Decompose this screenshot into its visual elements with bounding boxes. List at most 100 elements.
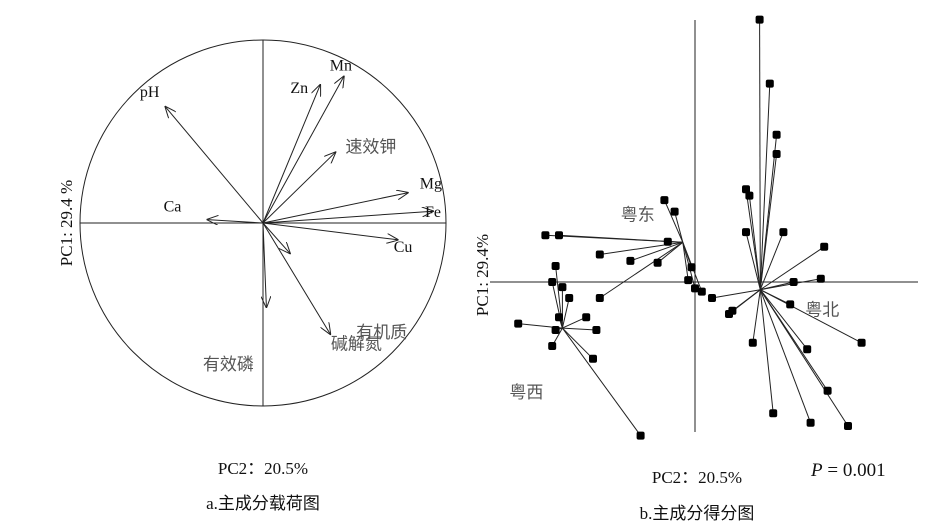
loading-label-mg: Mg [420, 176, 442, 193]
score-point-1-21 [728, 306, 737, 315]
spoke-1-3 [759, 153, 778, 290]
spoke-1-0 [759, 19, 761, 290]
group-label-0: 粤东 [621, 205, 655, 225]
score-point-2-8 [548, 342, 557, 350]
score-point-1-20 [748, 338, 757, 347]
score-point-0-7 [687, 263, 696, 272]
loading-arrow-item-10 [262, 222, 290, 253]
score-point-1-7 [779, 228, 788, 237]
score-point-2-9 [589, 354, 597, 363]
loading-arrow-zn [262, 85, 320, 224]
scores-caption: b.主成分得分图 [640, 504, 755, 523]
spoke-0-4 [674, 211, 684, 243]
score-point-1-13 [803, 345, 812, 354]
score-point-0-11 [626, 256, 635, 265]
loadings-caption: a.主成分载荷图 [206, 494, 320, 513]
spoke-1-7 [759, 231, 784, 290]
score-point-0-0 [541, 231, 550, 240]
spoke-0-11 [630, 241, 683, 262]
score-point-1-5 [745, 191, 754, 200]
score-point-1-11 [786, 300, 795, 309]
p-value-number: = 0.001 [823, 460, 886, 481]
score-point-0-1 [555, 231, 563, 240]
score-point-1-16 [806, 418, 815, 427]
score-point-1-0 [755, 15, 764, 24]
loading-label-item-9: 有机质 [356, 323, 407, 343]
spoke-2-10 [561, 327, 642, 436]
loading-label-ph: pH [140, 84, 160, 101]
loading-arrow-ph [165, 107, 264, 224]
group-label-2: 粤西 [509, 383, 543, 403]
loading-arrow-item-9 [262, 222, 330, 334]
score-point-1-12 [857, 338, 866, 347]
score-point-2-10 [636, 431, 645, 440]
spoke-1-12 [760, 289, 862, 344]
score-point-1-15 [769, 409, 778, 418]
spoke-1-1 [759, 83, 771, 290]
spoke-1-13 [759, 289, 808, 350]
score-point-0-2 [595, 250, 604, 259]
loading-label-ca: Ca [164, 199, 182, 216]
score-point-1-14 [823, 386, 832, 395]
spoke-2-9 [562, 327, 594, 360]
score-point-1-3 [772, 150, 781, 158]
loading-arrow-fe [262, 211, 433, 224]
group-label-1: 粤北 [805, 301, 839, 321]
loading-arrow-item-3 [262, 152, 335, 224]
loading-arrow-item-8 [263, 222, 266, 307]
loading-label-mn: Mn [330, 58, 352, 75]
score-point-1-8 [820, 242, 829, 251]
score-point-2-0 [551, 262, 560, 270]
score-point-0-5 [663, 237, 672, 246]
spoke-1-5 [748, 195, 761, 290]
spoke-1-10 [760, 281, 794, 291]
p-value-annotation: P = 0.001 [810, 460, 886, 481]
score-point-2-6 [551, 326, 560, 334]
score-point-2-7 [592, 326, 601, 334]
spoke-1-18 [711, 289, 761, 299]
spoke-2-3 [561, 297, 570, 329]
p-value-symbol: P [810, 460, 823, 481]
spoke-0-8 [682, 242, 689, 281]
loading-arrow-mg [262, 193, 408, 224]
score-point-1-17 [844, 422, 852, 430]
spoke-2-7 [562, 327, 597, 331]
loadings-y-axis-label: PC1: 29.4 % [57, 180, 76, 266]
score-point-1-4 [742, 185, 750, 194]
score-point-0-4 [670, 207, 679, 216]
spoke-1-20 [752, 289, 761, 343]
score-point-0-12 [697, 287, 706, 296]
loading-label-zn: Zn [290, 80, 308, 97]
score-point-1-6 [742, 228, 750, 237]
score-point-2-4 [555, 313, 563, 322]
loading-arrow-cu [262, 222, 398, 240]
score-point-0-3 [660, 196, 669, 205]
score-point-1-10 [789, 278, 798, 286]
spoke-0-1 [558, 234, 683, 243]
spoke-1-6 [745, 231, 761, 290]
spoke-1-8 [760, 246, 825, 291]
loading-arrow-ca [207, 220, 264, 223]
score-point-0-10 [595, 294, 604, 302]
score-point-2-11 [582, 313, 591, 322]
score-point-1-1 [765, 79, 774, 88]
spoke-1-16 [759, 289, 812, 423]
score-point-1-18 [708, 294, 716, 302]
score-point-2-5 [514, 319, 523, 328]
score-point-2-1 [548, 278, 557, 286]
loading-label-cu: Cu [394, 239, 413, 256]
spoke-0-10 [599, 241, 684, 299]
loadings-x-axis-label: PC2：20.5% [218, 459, 308, 478]
scores-x-axis-label: PC2：20.5% [652, 468, 742, 487]
spoke-1-17 [759, 289, 849, 427]
loading-label-fe: Fe [425, 204, 441, 221]
score-point-0-6 [653, 258, 662, 267]
score-point-1-2 [772, 130, 781, 139]
score-point-1-9 [816, 274, 825, 283]
loading-label-item-8: 有效磷 [203, 355, 254, 375]
loading-label-item-10: 碱解氮 [331, 334, 382, 354]
loading-label-item-3: 速效钾 [345, 137, 396, 157]
